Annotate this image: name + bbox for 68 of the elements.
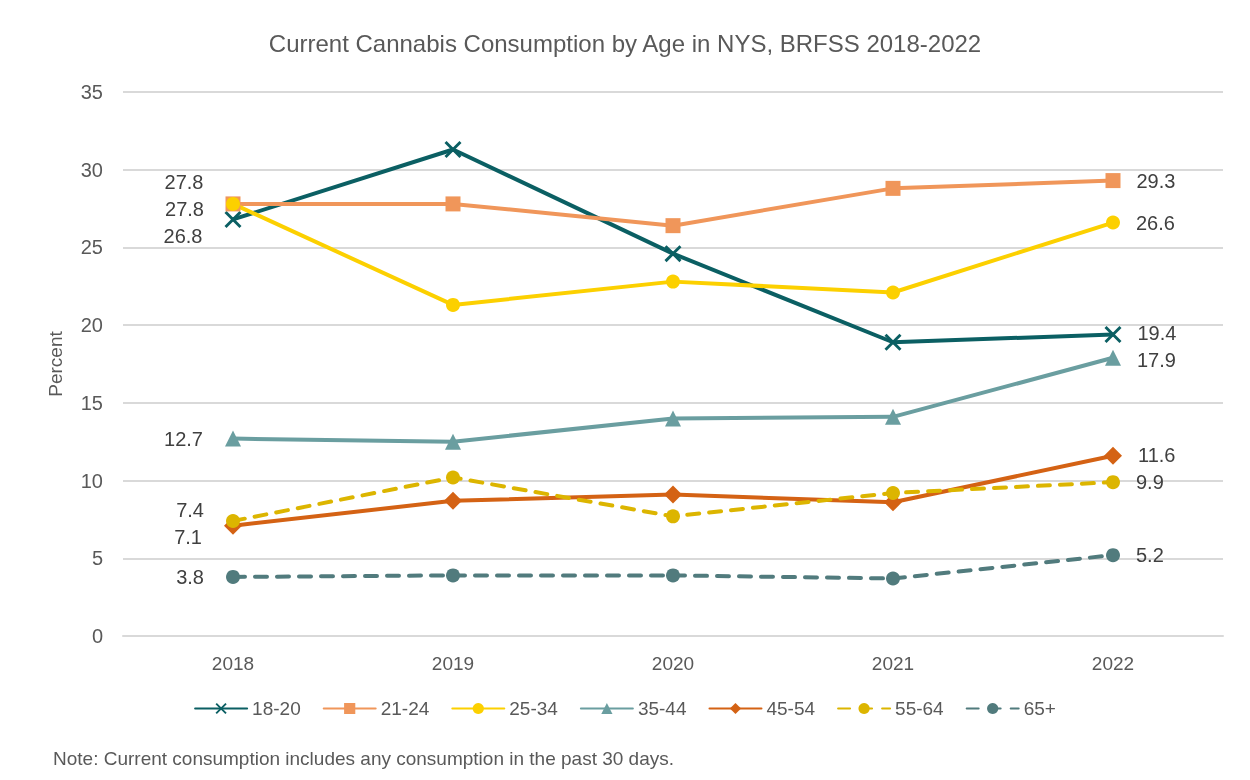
point	[884, 333, 902, 351]
y-axis-title: Percent	[45, 330, 66, 397]
point	[1106, 215, 1120, 230]
y-tick-label: 10	[80, 469, 103, 492]
point	[226, 513, 240, 528]
y-tick-label: 20	[80, 314, 103, 337]
point	[1105, 173, 1121, 189]
data-label: 12.7	[164, 427, 203, 450]
point	[665, 218, 681, 234]
point	[226, 569, 240, 584]
chart-title: Current Cannabis Consumption by Age in NYS, BRFSS 2018-2022	[268, 29, 982, 57]
point	[444, 491, 462, 510]
point	[886, 285, 900, 300]
point	[224, 210, 242, 228]
x-tick-label: 2022	[1091, 653, 1135, 674]
point	[1105, 349, 1121, 366]
text: Note: Current consumption includes any consumption in the past 30 days.	[53, 748, 675, 769]
legend-label: 55-64	[895, 698, 945, 719]
legend-label: 35-44	[637, 698, 687, 719]
data-label: 27.8	[165, 198, 204, 221]
x-tick-label: 2019	[431, 653, 475, 674]
point	[885, 180, 901, 196]
point	[666, 274, 680, 289]
y-tick-label: 5	[91, 547, 103, 570]
data-label: 19.4	[1137, 321, 1177, 344]
legend-label: 65+	[1023, 698, 1056, 719]
point	[446, 568, 460, 583]
y-tick-label: 35	[80, 81, 103, 103]
point	[446, 470, 460, 485]
point	[666, 509, 680, 524]
data-label: 7.1	[174, 525, 202, 548]
x-tick-label: 2020	[651, 653, 695, 674]
y-tick-label: 25	[80, 236, 103, 259]
point	[444, 141, 462, 159]
point	[886, 571, 900, 586]
point	[445, 196, 461, 212]
y-tick-label: 30	[80, 158, 103, 181]
point	[1106, 548, 1120, 563]
data-label: 17.9	[1137, 348, 1176, 371]
data-label: 11.6	[1138, 444, 1176, 467]
point	[225, 430, 241, 447]
point	[665, 410, 681, 427]
y-tick-label: 0	[91, 625, 103, 647]
point	[885, 408, 901, 425]
point	[1104, 325, 1122, 343]
x-tick-label: 2021	[871, 653, 915, 674]
point	[446, 297, 460, 312]
point	[664, 245, 682, 263]
data-label: 5.2	[1136, 544, 1164, 567]
legend-label: 45-54	[766, 698, 816, 719]
x-tick-label: 2018	[211, 653, 255, 674]
y-tick-label: 15	[80, 391, 103, 414]
point	[664, 485, 682, 504]
legend-label: 21-24	[380, 698, 430, 719]
data-label: 29.3	[1136, 169, 1176, 192]
point	[445, 433, 461, 450]
data-label: 26.6	[1136, 211, 1175, 234]
data-label: 27.8	[164, 171, 204, 194]
legend-label: 18-20	[252, 698, 301, 719]
point	[666, 568, 680, 583]
point	[886, 486, 900, 500]
data-label: 7.4	[176, 498, 204, 521]
data-label: 9.9	[1136, 471, 1164, 494]
point	[1104, 446, 1122, 465]
point	[1106, 475, 1120, 490]
data-label: 26.8	[163, 225, 203, 248]
data-label: 3.8	[176, 565, 204, 588]
legend-label: 25-34	[509, 698, 559, 719]
